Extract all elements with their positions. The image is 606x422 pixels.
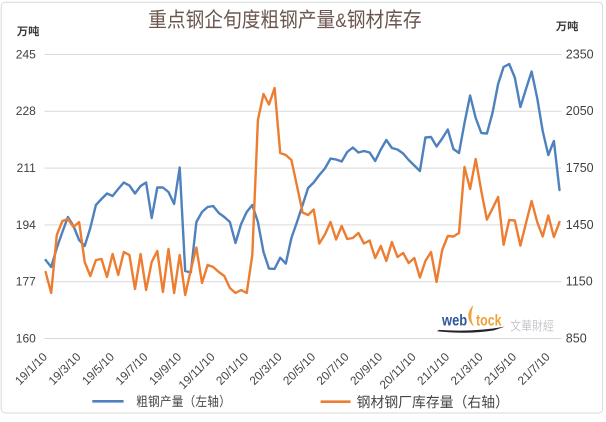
svg-text:850: 850 [566, 331, 587, 345]
svg-text:228: 228 [16, 104, 36, 118]
svg-text:1450: 1450 [566, 218, 594, 232]
svg-text:194: 194 [16, 218, 36, 232]
svg-text:1750: 1750 [566, 161, 594, 175]
svg-text:2350: 2350 [566, 47, 594, 61]
svg-text:2050: 2050 [566, 104, 594, 118]
svg-text:177: 177 [16, 275, 36, 289]
svg-text:1150: 1150 [566, 275, 593, 289]
svg-text:211: 211 [17, 161, 36, 175]
svg-text:245: 245 [16, 47, 36, 61]
svg-text:&: & [335, 11, 347, 32]
svg-text:160: 160 [16, 331, 36, 345]
svg-text:tock: tock [476, 313, 502, 330]
svg-text:web: web [441, 313, 467, 330]
